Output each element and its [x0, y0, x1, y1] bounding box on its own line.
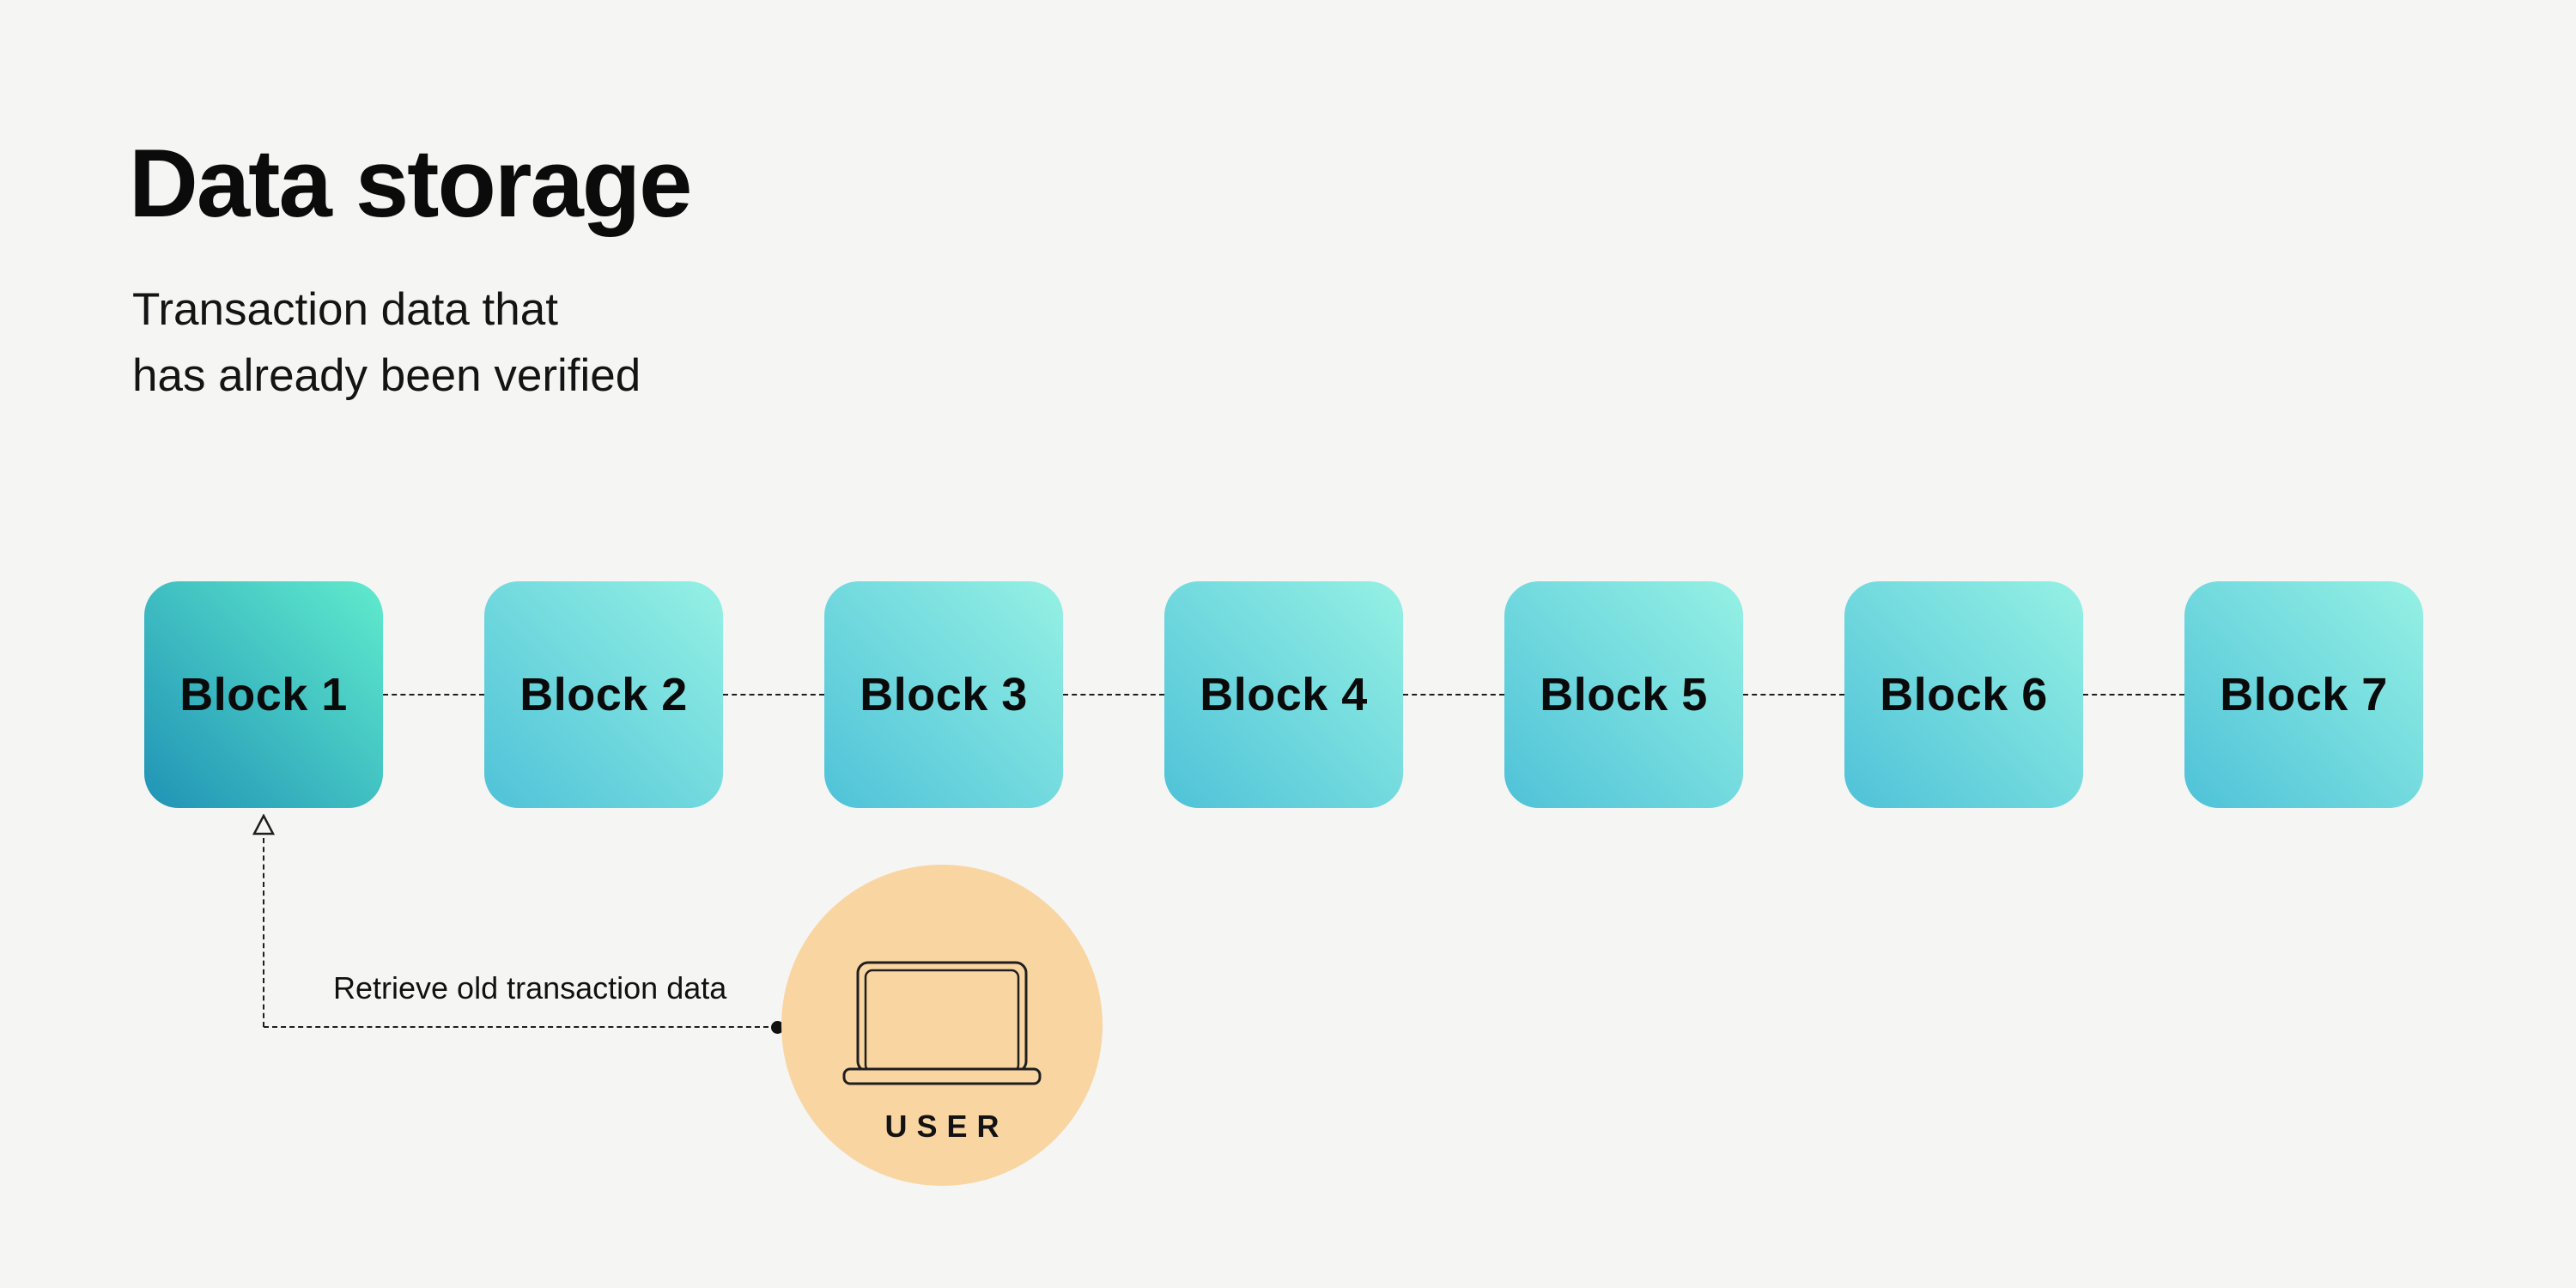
page-subtitle: Transaction data that has already been v…: [132, 276, 641, 409]
block-2: Block 2: [484, 581, 723, 808]
chain-connector-dashed-line: [1743, 694, 1844, 696]
arrow-horizontal-dashed-line: [264, 1026, 777, 1028]
chain-connector-dashed-line: [1063, 694, 1164, 696]
block-4: Block 4: [1164, 581, 1403, 808]
block-7: Block 7: [2184, 581, 2423, 808]
block-chain-row: Block 1 Block 2 Block 3 Block 4 Block 5 …: [144, 581, 2423, 808]
chain-connector-dashed-line: [723, 694, 824, 696]
block-3: Block 3: [824, 581, 1063, 808]
arrow-up-open-triangle-icon: [252, 814, 275, 835]
user-label: USER: [884, 1109, 1009, 1144]
block-5: Block 5: [1504, 581, 1743, 808]
block-1-label: Block 1: [179, 669, 348, 720]
laptop-icon: [842, 961, 1042, 1085]
block-6: Block 6: [1844, 581, 2083, 808]
chain-connector-dashed-line: [383, 694, 484, 696]
block-4-label: Block 4: [1200, 669, 1368, 720]
user-circle: USER: [781, 865, 1103, 1186]
arrow-start-dot: [771, 1021, 784, 1034]
chain-connector-dashed-line: [1403, 694, 1504, 696]
block-5-label: Block 5: [1540, 669, 1708, 720]
arrow-vertical-dashed-line: [263, 838, 264, 1027]
chain-connector-dashed-line: [2083, 694, 2184, 696]
subtitle-line-2: has already been verified: [132, 350, 641, 401]
block-6-label: Block 6: [1880, 669, 2048, 720]
subtitle-line-1: Transaction data that: [132, 284, 558, 335]
page-title: Data storage: [129, 130, 692, 237]
block-1: Block 1: [144, 581, 383, 808]
block-3-label: Block 3: [860, 669, 1028, 720]
annotation-label: Retrieve old transaction data: [333, 970, 727, 1005]
block-2-label: Block 2: [519, 669, 688, 720]
block-7-label: Block 7: [2220, 669, 2388, 720]
